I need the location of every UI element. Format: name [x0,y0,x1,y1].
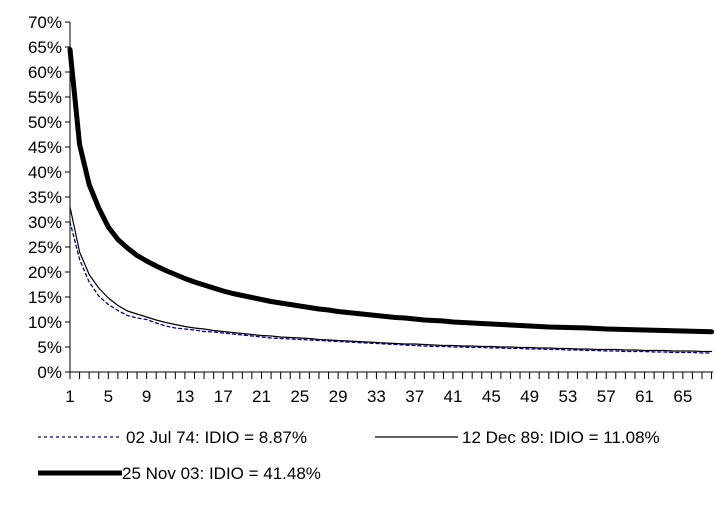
y-tick-label: 25% [28,238,62,257]
x-tick-label: 25 [290,387,309,406]
y-tick-label: 5% [37,338,62,357]
x-tick-label: 53 [558,387,577,406]
y-tick-label: 30% [28,213,62,232]
x-axis: 1 5 9 13 17 21 25 29 33 37 41 45 49 53 57 61 65 [65,371,713,406]
x-tick-label: 49 [520,387,539,406]
x-tick-label: 5 [104,387,113,406]
y-tick-label: 70% [28,13,62,32]
y-tick-label: 55% [28,88,62,107]
x-tick-label: 65 [673,387,692,406]
y-tick-label: 15% [28,288,62,307]
y-tick-label: 40% [28,163,62,182]
x-tick-label: 41 [444,387,463,406]
y-tick-label: 35% [28,188,62,207]
legend-label-3: 25 Nov 03: IDIO = 41.48% [122,464,321,483]
x-tick-label: 13 [175,387,194,406]
x-tick-label: 17 [214,387,233,406]
y-tick-label: 10% [28,313,62,332]
y-tick-label: 0% [37,363,62,382]
x-tick-label: 1 [65,387,74,406]
legend-label-1: 02 Jul 74: IDIO = 8.87% [126,428,307,447]
x-tick-label: 29 [329,387,348,406]
x-tick-label: 37 [405,387,424,406]
series-line-3 [67,47,715,335]
y-tick-label: 20% [28,263,62,282]
x-tick-label: 57 [597,387,616,406]
y-tick-label: 45% [28,138,62,157]
series-lines [67,47,715,354]
x-tick-label: 61 [635,387,654,406]
y-tick-label: 65% [28,38,62,57]
x-tick-label: 33 [367,387,386,406]
y-tick-label: 60% [28,63,62,82]
series-line-2 [69,206,713,353]
y-tick-label: 50% [28,113,62,132]
x-tick-label: 21 [252,387,271,406]
x-tick-label: 9 [142,387,151,406]
y-axis: 0% 5% 10% 15% 20% 25% 30% 35% 40% 45% 50% 55% 60% 65%… [28,13,71,382]
series-line-1 [69,221,713,354]
x-tick-label: 45 [482,387,501,406]
legend-label-2: 12 Dec 89: IDIO = 11.08% [462,428,660,447]
legend: 02 Jul 74: IDIO = 8.87% 12 Dec 89: IDIO =… [38,428,660,483]
